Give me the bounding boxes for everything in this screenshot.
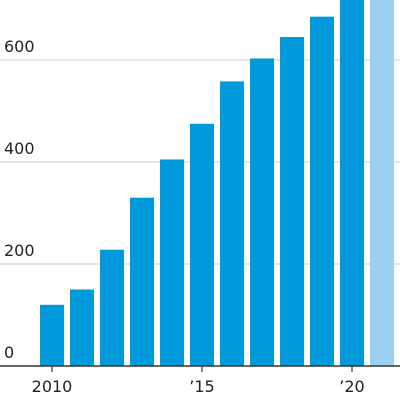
- bar-2021: [370, 0, 394, 366]
- x-axis-labels: 2010 ’15 ’20: [32, 366, 365, 396]
- bars: [40, 0, 394, 367]
- x-tick-label: ’20: [339, 377, 364, 396]
- bar-2017: [250, 58, 274, 366]
- x-tick-label: ’15: [189, 377, 214, 396]
- y-tick-label: 200: [4, 241, 35, 260]
- bar-2016: [220, 81, 244, 367]
- bar-2015: [190, 123, 214, 366]
- bar-2018: [280, 37, 304, 367]
- bar-2014: [160, 159, 184, 366]
- y-axis-labels: 0 200 400 600: [4, 37, 35, 362]
- y-tick-label: 600: [4, 37, 35, 56]
- x-tick-label: 2010: [32, 377, 73, 396]
- bar-2013: [130, 197, 154, 366]
- y-tick-label: 0: [4, 343, 14, 362]
- y-tick-label: 400: [4, 139, 35, 158]
- bar-2020: [340, 0, 364, 366]
- bar-2011: [70, 289, 94, 366]
- bar-2019: [310, 16, 334, 367]
- bar-2012: [100, 249, 124, 366]
- bar-2010: [40, 304, 64, 366]
